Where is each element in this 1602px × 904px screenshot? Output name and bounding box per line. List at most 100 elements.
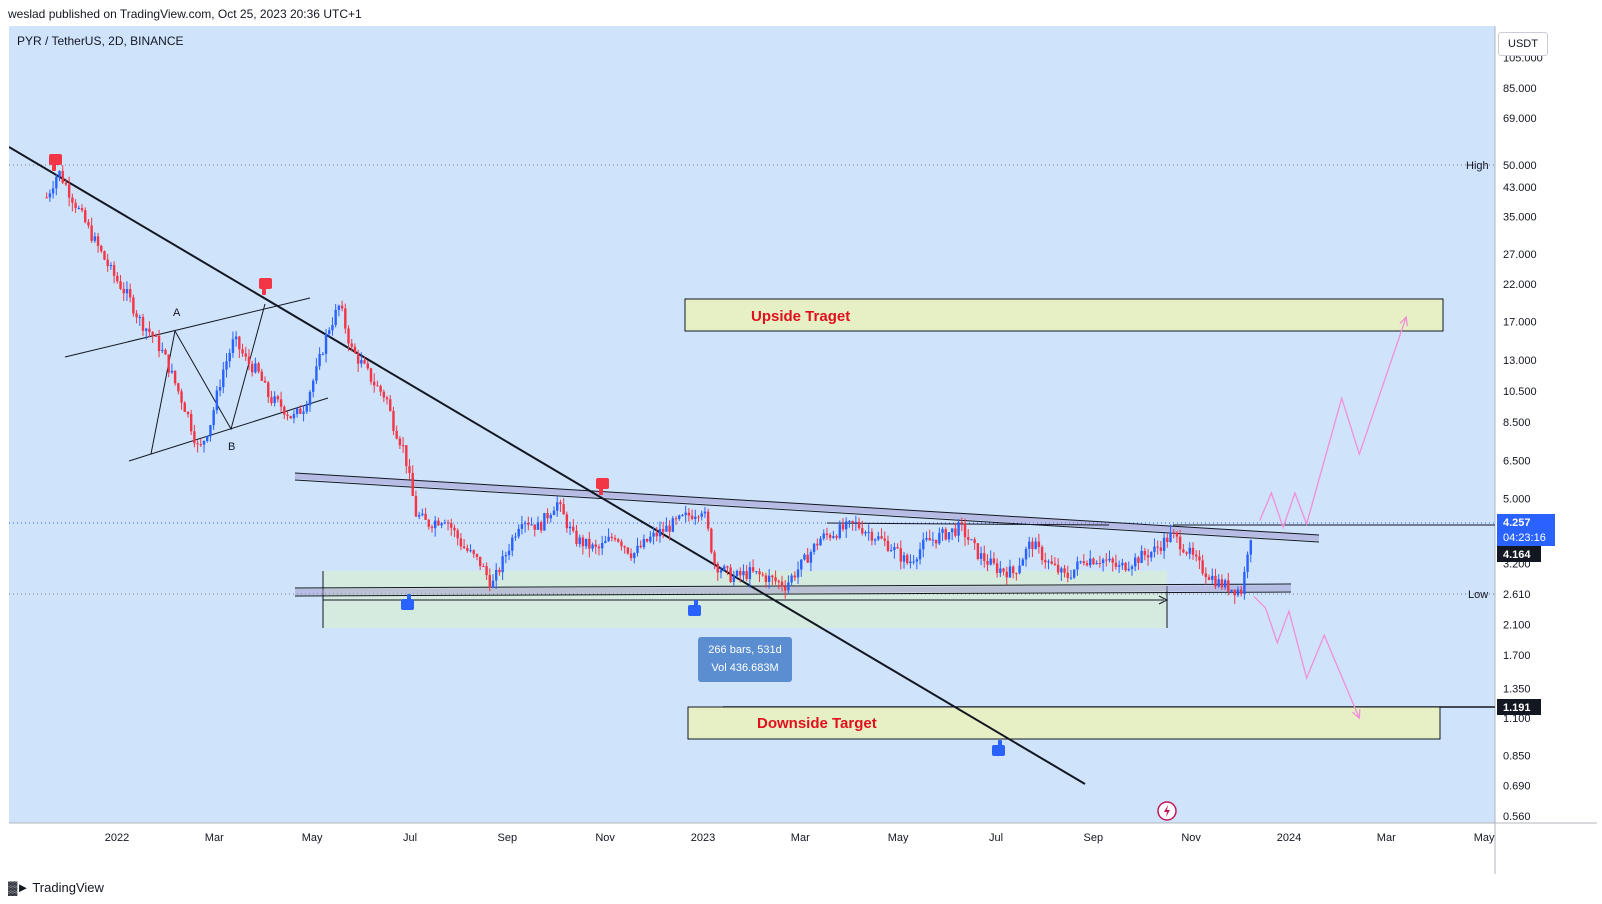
candle-body <box>1121 562 1124 566</box>
candle-body <box>950 528 954 533</box>
candle-body <box>1053 563 1057 565</box>
candle-body <box>906 555 909 564</box>
candle-body <box>189 413 193 432</box>
candle-body <box>498 569 501 573</box>
candle-body <box>350 343 353 347</box>
candle-body <box>732 576 736 582</box>
candle-body <box>331 325 334 331</box>
candle-body <box>873 539 877 541</box>
candle-body <box>141 316 145 331</box>
candle-body <box>979 553 983 559</box>
candle-body <box>617 539 620 542</box>
downside-target-label: Downside Target <box>757 715 877 732</box>
candle-body <box>806 554 809 563</box>
measure-tooltip <box>698 637 792 682</box>
candle-body <box>790 575 793 583</box>
candle-body <box>372 381 376 386</box>
candle-body <box>1137 557 1140 563</box>
candle-body <box>276 396 280 400</box>
tradingview-logo[interactable]: ▓► TradingView <box>8 880 104 895</box>
candle-body <box>244 353 247 357</box>
candle-body <box>212 410 215 426</box>
candle-body <box>1015 573 1018 575</box>
candle-body <box>771 575 774 578</box>
candle-body <box>703 511 707 514</box>
candle-body <box>899 548 902 562</box>
plot-background <box>9 26 1495 823</box>
candle-body <box>1146 555 1150 558</box>
candle-body <box>841 524 845 530</box>
low-value-badge <box>1497 586 1541 602</box>
candle-body <box>527 522 530 525</box>
candle-body <box>112 265 116 276</box>
candle-body <box>315 366 318 381</box>
prev-close-label: 4.164 <box>1503 549 1531 561</box>
projection-paths <box>1253 315 1408 720</box>
candle-body <box>591 544 594 549</box>
candle-body <box>90 225 93 241</box>
candle-body <box>1169 532 1172 543</box>
candle-body <box>777 581 780 583</box>
candle-body <box>167 354 170 373</box>
candle-body <box>1227 580 1230 592</box>
candle-body <box>485 566 488 576</box>
candle-body <box>440 523 443 526</box>
candle-body <box>478 556 482 567</box>
lightning-icon[interactable] <box>1157 801 1177 821</box>
candle-body <box>620 541 623 547</box>
candle-body <box>681 515 684 517</box>
candle-body <box>1056 564 1060 573</box>
target-line-badge <box>1497 699 1541 715</box>
candle-body <box>989 558 992 565</box>
candle-body <box>206 436 209 441</box>
candle-body <box>684 512 687 516</box>
candle-body <box>1002 568 1005 572</box>
currency-button[interactable]: USDT <box>1498 32 1548 56</box>
candle-body <box>668 525 671 532</box>
candle-body <box>729 567 732 582</box>
wedge-upper-line <box>64 297 311 358</box>
candle-body <box>122 288 125 294</box>
candle-body <box>600 542 604 549</box>
candle-body <box>626 547 630 554</box>
candle-body <box>767 575 771 582</box>
candle-body <box>893 546 896 551</box>
candle-body <box>861 528 864 534</box>
candle-body <box>877 536 880 540</box>
candle-body <box>722 566 726 571</box>
x-tick-label: Mar <box>791 832 810 844</box>
candle-body <box>1005 571 1008 578</box>
candle-body <box>225 361 228 370</box>
chart-area[interactable]: Upside Traget Downside Target A B 266 ba… <box>9 26 1597 874</box>
candle-body <box>173 370 177 384</box>
resistance-line-short <box>826 522 1110 526</box>
candle-body <box>1201 560 1204 574</box>
time-axis[interactable]: 2022 Mar May Jul Sep Nov 2023 Mar May Jul Sep Nov 20… <box>105 832 1495 844</box>
symbol-title[interactable]: PYR / TetherUS, 2D, BINANCE <box>17 34 184 48</box>
candle-body <box>177 383 180 392</box>
candle-body <box>588 538 591 549</box>
x-tick-label: Nov <box>1181 832 1201 844</box>
candle-body <box>103 251 106 260</box>
y-tick-label: 35.000 <box>1503 212 1537 224</box>
candle-body <box>1230 589 1233 592</box>
x-tick-label: May <box>1474 832 1495 844</box>
candle-body <box>549 515 553 519</box>
candle-body <box>751 567 755 572</box>
y-tick-label: 0.850 <box>1503 751 1531 763</box>
candle-body <box>954 528 957 536</box>
candle-body <box>443 522 447 524</box>
candle-body <box>45 197 48 199</box>
candle-body <box>395 430 398 439</box>
low-value-label: 2.610 <box>1503 589 1531 601</box>
candle-body <box>1159 547 1163 551</box>
candle-body <box>157 335 161 352</box>
candle-body <box>613 538 617 540</box>
candle-body <box>575 530 578 544</box>
candle-body <box>61 170 64 183</box>
candle-body <box>883 538 886 541</box>
candle-body <box>228 352 231 362</box>
candle-body <box>80 207 84 211</box>
chart-canvas[interactable]: Upside Traget Downside Target A B 266 ba… <box>9 26 1597 874</box>
candle-body <box>148 328 151 333</box>
